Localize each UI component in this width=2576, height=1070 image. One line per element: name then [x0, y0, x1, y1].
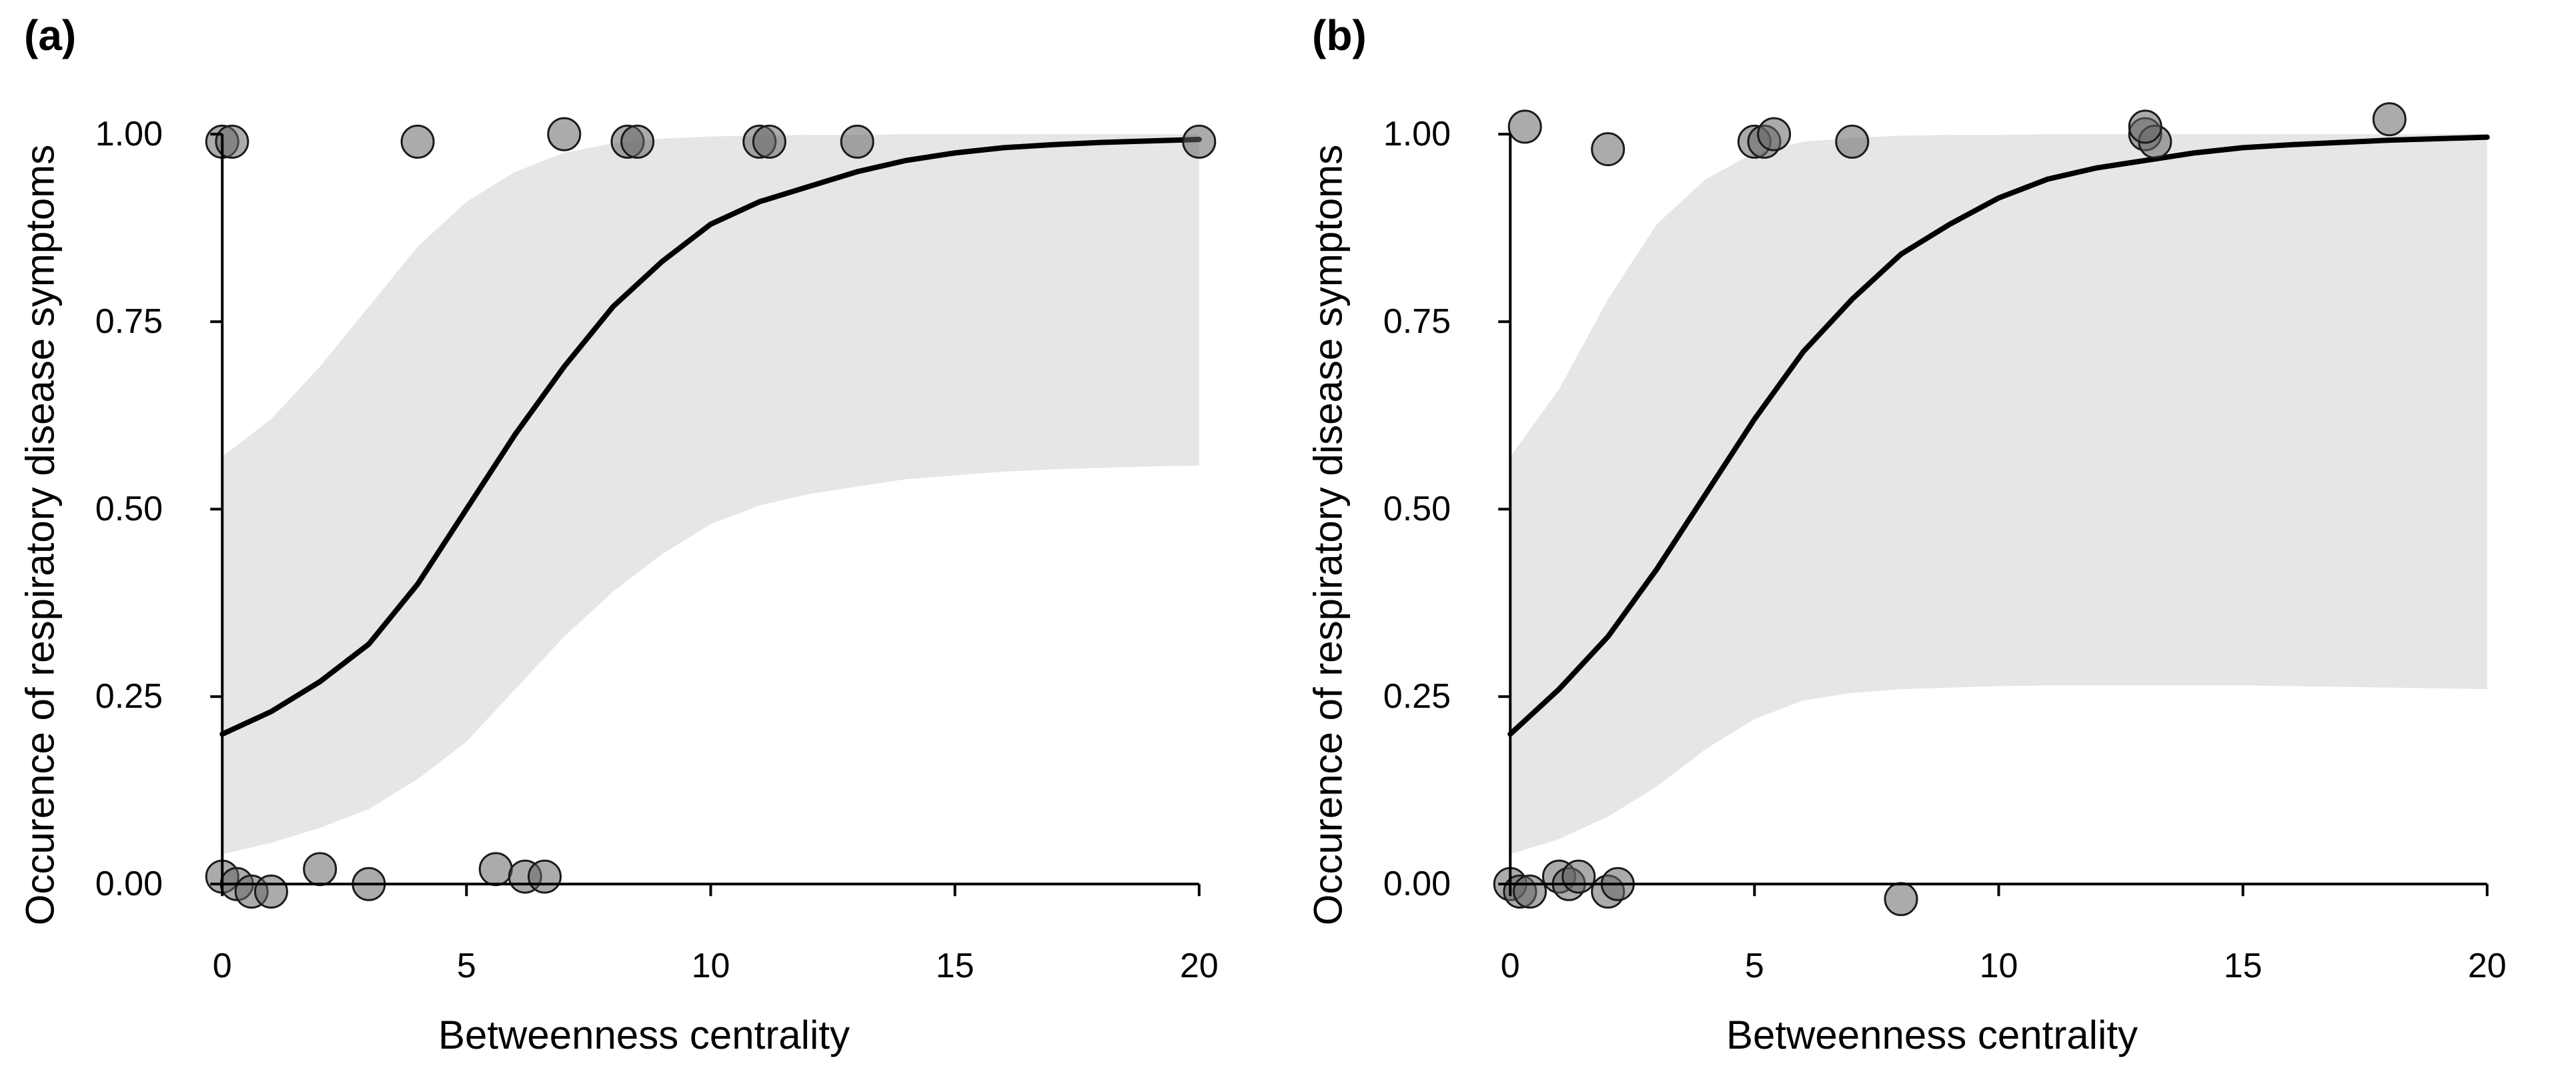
y-axis-label-a: Occurence of respiratory disease symptom…	[20, 0, 60, 1070]
x-tick-label: 10	[1980, 946, 2018, 986]
data-point	[622, 125, 654, 157]
x-tick-label: 5	[457, 946, 476, 986]
y-tick-label: 0.75	[1383, 302, 1451, 342]
data-point	[841, 125, 873, 157]
confidence-ribbon	[222, 134, 1199, 854]
data-point	[548, 118, 580, 150]
y-tick-label: 0.00	[1383, 864, 1451, 904]
data-point	[753, 125, 785, 157]
panel-a: (a) Occurence of respiratory disease sym…	[0, 0, 1288, 1070]
data-point	[1836, 125, 1868, 157]
plotbox-a: 051015200.000.250.500.751.00	[173, 67, 1248, 937]
plot-svg-b	[1461, 67, 2536, 937]
data-point	[2373, 103, 2405, 135]
x-tick-label: 20	[1180, 946, 1219, 986]
data-point	[1509, 111, 1541, 143]
data-point	[1592, 133, 1624, 165]
data-point	[480, 853, 512, 885]
x-tick-label: 10	[692, 946, 730, 986]
y-tick-label: 1.00	[1383, 114, 1451, 154]
y-tick-label: 1.00	[95, 114, 163, 154]
x-axis-label-b: Betweenness centrality	[1288, 1012, 2576, 1058]
y-axis-label-text-b: Occurence of respiratory disease symptom…	[1305, 145, 1351, 925]
x-tick-label: 0	[1501, 946, 1520, 986]
data-point	[1758, 118, 1790, 150]
y-axis-label-b: Occurence of respiratory disease symptom…	[1308, 0, 1348, 1070]
data-point	[216, 125, 248, 157]
y-tick-label: 0.00	[95, 864, 163, 904]
x-tick-label: 15	[2224, 946, 2263, 986]
data-point	[402, 125, 434, 157]
y-tick-label: 0.25	[95, 676, 163, 716]
data-point	[1563, 861, 1595, 893]
x-tick-label: 0	[213, 946, 232, 986]
plot-svg-a	[173, 67, 1248, 937]
data-point	[304, 853, 336, 885]
plotbox-b: 051015200.000.250.500.751.00	[1461, 67, 2536, 937]
x-tick-label: 5	[1745, 946, 1764, 986]
y-tick-label: 0.50	[95, 489, 163, 529]
x-tick-label: 15	[936, 946, 975, 986]
x-axis-label-a: Betweenness centrality	[0, 1012, 1288, 1058]
data-point	[2129, 111, 2161, 143]
data-point	[1885, 883, 1917, 915]
figure: (a) Occurence of respiratory disease sym…	[0, 0, 2576, 1070]
data-point	[1514, 876, 1546, 908]
panel-b: (b) Occurence of respiratory disease sym…	[1288, 0, 2576, 1070]
x-tick-label: 20	[2468, 946, 2507, 986]
y-axis-label-text-a: Occurence of respiratory disease symptom…	[17, 145, 63, 925]
data-point	[255, 876, 287, 908]
y-tick-label: 0.25	[1383, 676, 1451, 716]
y-tick-label: 0.50	[1383, 489, 1451, 529]
data-point	[529, 861, 561, 893]
confidence-ribbon	[1510, 134, 2487, 854]
data-point	[1183, 125, 1215, 157]
y-tick-label: 0.75	[95, 302, 163, 342]
